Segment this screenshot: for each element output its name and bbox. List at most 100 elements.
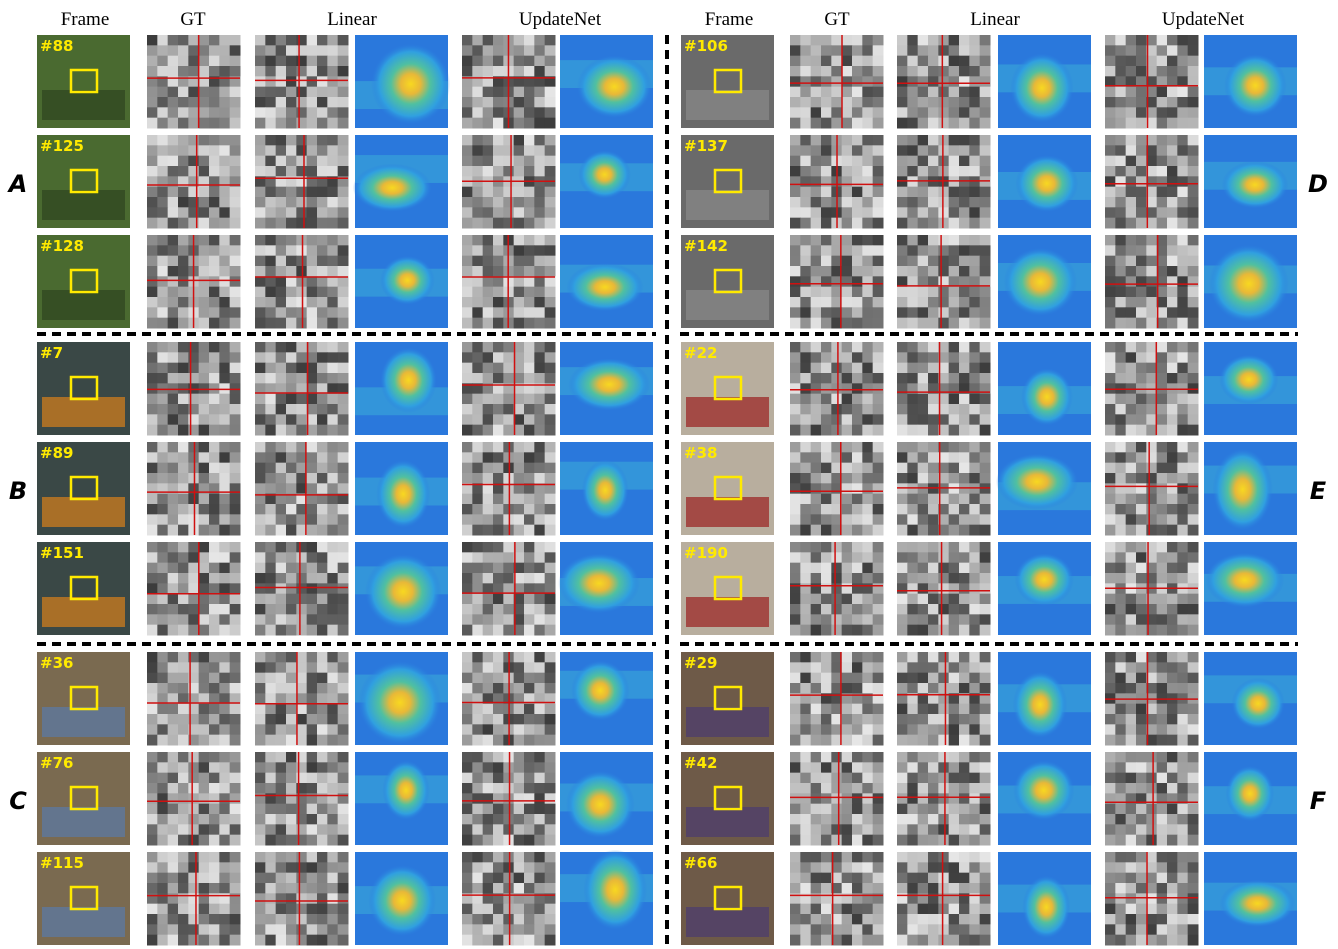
patch-cell — [800, 442, 812, 453]
patch-cell — [157, 404, 169, 415]
patch-cell — [1156, 145, 1168, 157]
patch-cell — [872, 297, 884, 308]
patch-cell — [229, 762, 241, 774]
patch-cell — [286, 317, 297, 329]
patch-cell — [317, 276, 328, 288]
patch-cell — [1105, 452, 1116, 464]
patch-cell — [821, 803, 832, 815]
patch-cell — [1105, 197, 1116, 208]
patch-cell — [265, 524, 277, 536]
patch-cell — [265, 342, 277, 353]
patch-cell — [157, 514, 169, 526]
patch-cell — [862, 462, 874, 474]
patch-cell — [157, 452, 169, 464]
patch-cell — [255, 452, 266, 464]
patch-cell — [821, 562, 832, 574]
patch-cell — [1125, 266, 1137, 277]
patch-cell — [790, 442, 801, 453]
frame-number: #125 — [40, 137, 84, 155]
patch-cell — [198, 276, 210, 288]
patch-cell — [534, 155, 546, 167]
patch-cell — [1125, 97, 1137, 108]
patch-cell — [219, 934, 231, 946]
patch-cell — [317, 872, 328, 884]
patch-cell — [897, 493, 908, 505]
patch-cell — [493, 834, 504, 846]
patch-cell — [959, 186, 970, 198]
patch-cell — [534, 404, 546, 415]
patch-cell — [979, 862, 991, 874]
patch-cell — [286, 542, 297, 553]
patch-cell — [862, 166, 874, 177]
patch-cell — [917, 317, 929, 329]
patch-cell — [513, 35, 525, 46]
patch-cell — [178, 803, 189, 815]
patch-cell — [928, 693, 939, 705]
patch-cell — [306, 614, 318, 626]
patch-cell — [296, 593, 308, 605]
frame-number: #29 — [684, 654, 717, 672]
patch-cell — [1146, 504, 1158, 515]
patch-cell — [209, 97, 220, 108]
patch-cell — [862, 852, 874, 863]
patch-cell — [969, 286, 981, 298]
patch-cell — [524, 45, 535, 57]
patch-cell — [482, 45, 494, 57]
patch-cell — [493, 604, 504, 615]
patch-cell — [229, 55, 241, 67]
patch-cell — [524, 614, 535, 626]
patch-cell — [1167, 604, 1178, 615]
patch-cell — [503, 166, 515, 177]
patch-cell — [209, 893, 220, 905]
patch-cell — [472, 307, 484, 319]
patch-cell — [462, 383, 473, 395]
patch-cell — [275, 662, 287, 674]
patch-cell — [1105, 362, 1116, 374]
patch-cell — [1167, 404, 1178, 415]
patch-cell — [1136, 493, 1147, 505]
patch-cell — [178, 286, 189, 298]
patch-cell — [1167, 217, 1178, 229]
patch-cell — [544, 35, 556, 46]
patch-cell — [229, 45, 241, 57]
patch-cell — [167, 35, 179, 46]
patch-cell — [544, 652, 556, 663]
patch-cell — [229, 893, 241, 905]
patch-cell — [862, 373, 874, 384]
patch-cell — [938, 176, 950, 188]
patch-cell — [800, 176, 812, 188]
patch-cell — [1146, 552, 1158, 564]
patch-cell — [219, 107, 231, 119]
patch-cell — [862, 693, 874, 705]
patch-cell — [275, 924, 287, 936]
patch-cell — [219, 552, 231, 564]
patch-cell — [831, 903, 843, 915]
patch-cell — [337, 245, 349, 257]
patch-cell — [948, 424, 960, 436]
patch-cell — [327, 393, 339, 405]
patch-cell — [862, 934, 874, 946]
patch-cell — [178, 593, 189, 605]
patch-cell — [157, 76, 169, 88]
patch-cell — [265, 197, 277, 208]
patch-cell — [948, 97, 960, 108]
patch-cell — [810, 683, 822, 694]
patch-cell — [1136, 573, 1147, 584]
patch-cell — [265, 276, 277, 288]
patch-cell — [219, 662, 231, 674]
patch-cell — [337, 452, 349, 464]
heatmap-peak — [1010, 53, 1074, 123]
patch-cell — [513, 824, 525, 836]
patch-cell — [188, 862, 200, 874]
patch-cell — [872, 914, 884, 925]
patch-cell — [198, 245, 210, 257]
patch-cell — [306, 186, 318, 198]
patch-cell — [337, 783, 349, 794]
heatmap-peak — [1224, 54, 1287, 117]
patch-cell — [167, 872, 179, 884]
patch-cell — [1105, 217, 1116, 229]
patch-cell — [1146, 814, 1158, 825]
patch-cell — [841, 255, 853, 267]
patch-cell — [872, 452, 884, 464]
patch-cell — [862, 442, 874, 453]
